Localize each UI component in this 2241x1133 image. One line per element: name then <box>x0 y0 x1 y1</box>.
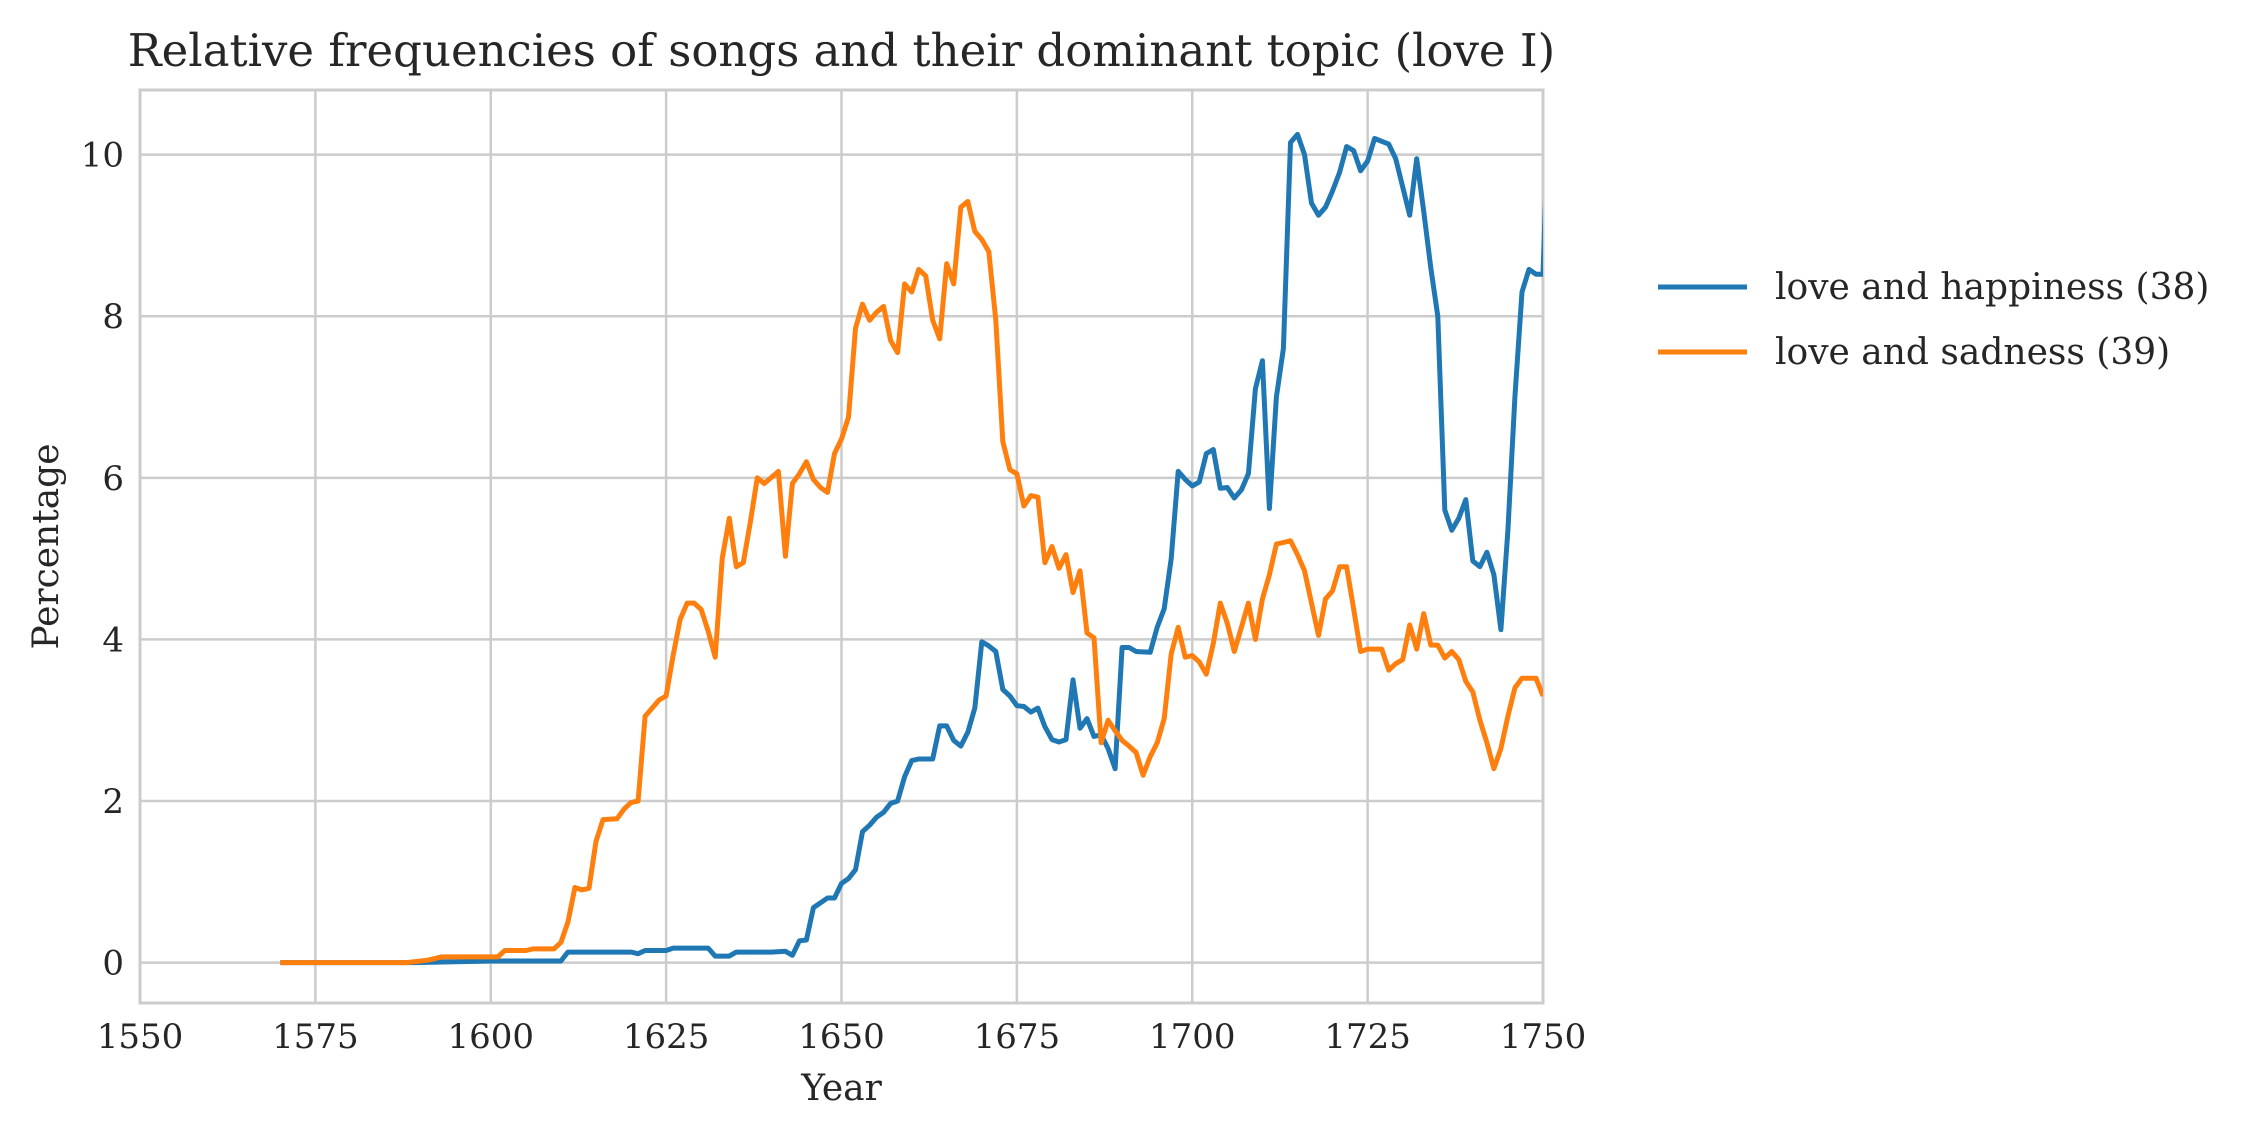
series-line-2 <box>280 199 1543 966</box>
legend-label-1: love and happiness (38) <box>1775 267 2209 308</box>
x-tick-labels: 1550 1575 1600 1625 1650 1675 1700 1725 1750 <box>97 1017 1587 1057</box>
y-tick-label: 6 <box>102 459 124 499</box>
x-tick-label: 1700 <box>1149 1017 1236 1057</box>
x-tick-label: 1550 <box>97 1017 184 1057</box>
y-tick-label: 0 <box>102 944 124 984</box>
x-tick-label: 1650 <box>798 1017 885 1057</box>
y-axis-label: Percentage <box>26 443 67 649</box>
x-tick-label: 1675 <box>974 1017 1061 1057</box>
x-tick-label: 1625 <box>623 1017 710 1057</box>
y-tick-label: 10 <box>81 136 124 176</box>
x-tick-label: 1575 <box>272 1017 359 1057</box>
y-tick-label: 4 <box>102 620 124 660</box>
y-tick-labels: 0 2 4 6 8 10 <box>81 136 124 984</box>
plot-border <box>138 88 1545 1005</box>
legend: love and happiness (38) love and sadness … <box>1658 267 2209 373</box>
series-line-1 <box>280 131 1543 966</box>
y-tick-label: 8 <box>102 297 124 337</box>
chart-title: Relative frequencies of songs and their … <box>128 24 1555 77</box>
data-series <box>280 131 1543 966</box>
plot-frame <box>138 88 1545 1005</box>
x-tick-label: 1725 <box>1324 1017 1411 1057</box>
legend-label-2: love and sadness (39) <box>1775 332 2170 373</box>
y-tick-label: 2 <box>102 782 124 822</box>
x-axis-label: Year <box>800 1068 882 1109</box>
x-tick-label: 1750 <box>1500 1017 1587 1057</box>
x-tick-label: 1600 <box>447 1017 534 1057</box>
